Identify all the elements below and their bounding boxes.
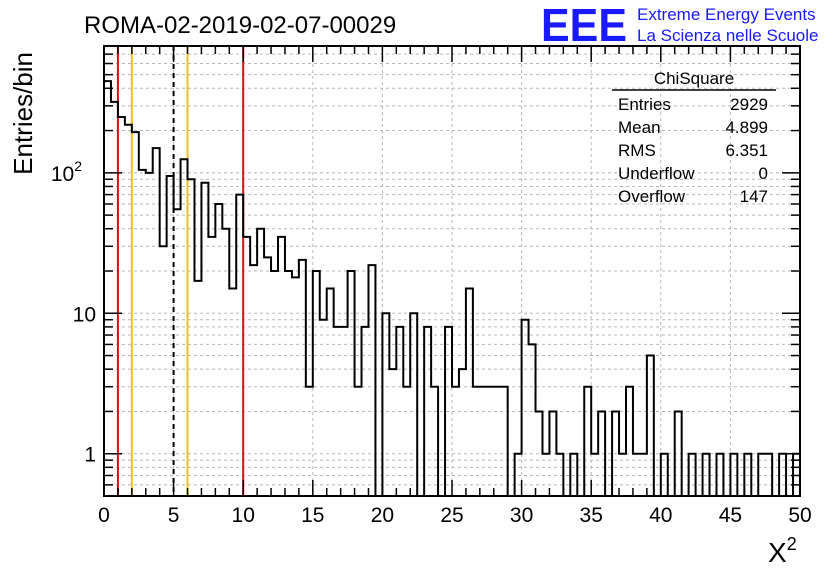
x-tick-label: 15 — [301, 504, 324, 527]
grid — [104, 46, 800, 496]
stats-label: Entries — [618, 95, 671, 114]
logo-line-1: Extreme Energy Events — [637, 5, 816, 24]
tick-labels: 0 5 10 15 20 25 30 35 40 45 50 1 10 102 — [51, 158, 812, 527]
x-tick-label: 20 — [371, 504, 394, 527]
x-tick-label: 25 — [440, 504, 463, 527]
x-tick-label: 35 — [580, 504, 603, 527]
stats-value: 147 — [740, 187, 768, 206]
axis-ticks — [103, 45, 801, 497]
x-tick-label: 0 — [98, 504, 110, 527]
x-tick-label: 30 — [510, 504, 533, 527]
stats-label: Mean — [618, 118, 661, 137]
stats-value: 4.899 — [725, 118, 768, 137]
chart-title: ROMA-02-2019-02-07-00029 — [84, 12, 396, 39]
x-axis-label: X2 — [768, 534, 797, 568]
stats-box: ChiSquare Entries 2929 Mean 4.899 RMS 6.351 Un… — [612, 69, 776, 206]
logo-line-2: La Scienza nelle Scuole — [637, 26, 818, 45]
stats-value: 2929 — [730, 95, 768, 114]
x-tick-label: 10 — [232, 504, 255, 527]
x-tick-label: 50 — [788, 504, 811, 527]
logo-mark: EEE — [541, 0, 627, 51]
eee-logo: EEE Extreme Energy Events La Scienza nel… — [541, 0, 818, 51]
x-tick-label: 40 — [649, 504, 672, 527]
stats-label: RMS — [618, 141, 656, 160]
x-tick-label: 5 — [168, 504, 180, 527]
y-tick-label: 1 — [84, 444, 96, 467]
y-tick-label: 10 — [73, 303, 96, 326]
stats-title: ChiSquare — [654, 69, 734, 88]
y-axis-label: Entries/bin — [8, 52, 38, 175]
x-axis-label-sup: 2 — [787, 534, 797, 554]
y-tick-label: 102 — [51, 158, 82, 186]
x-axis-label-base: X — [768, 537, 787, 568]
stats-value: 6.351 — [725, 141, 768, 160]
cut-lines — [116, 46, 245, 496]
stats-label: Underflow — [618, 164, 695, 183]
stats-label: Overflow — [618, 187, 686, 206]
stats-value: 0 — [759, 164, 768, 183]
x-tick-label: 45 — [719, 504, 742, 527]
